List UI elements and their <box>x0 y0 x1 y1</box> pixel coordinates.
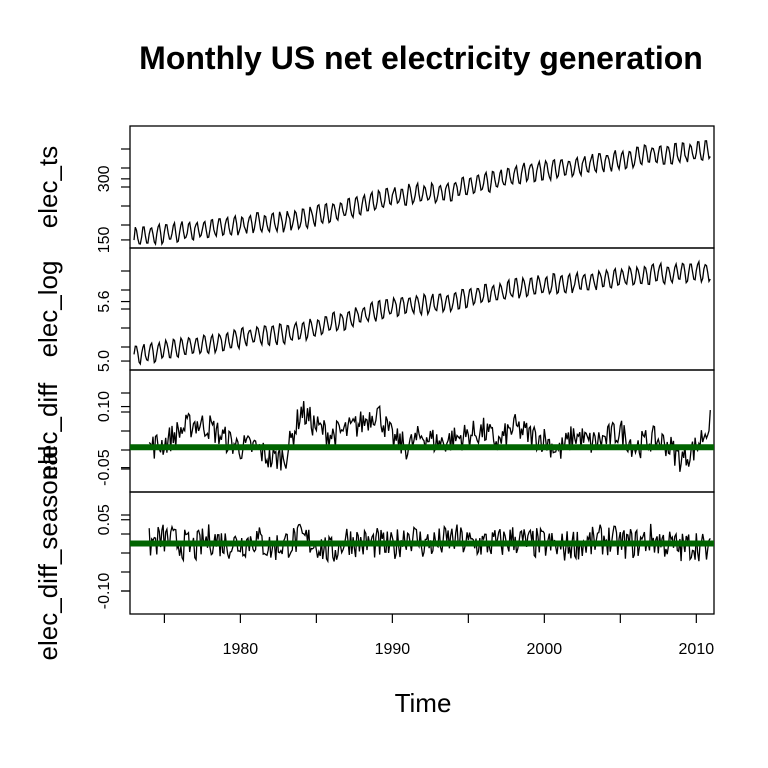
y-tick-label: 0.05 <box>96 504 113 535</box>
y-tick-label: 5.6 <box>96 290 113 312</box>
y-axis-label: elec_diff <box>33 382 63 479</box>
x-axis-label: Time <box>395 688 452 718</box>
panel-3: -0.05 0.10 elec_diff <box>33 369 715 493</box>
series-line <box>148 401 711 472</box>
panels: 150 300 elec_ts 5.0 5.6 elec_log -0.05 0.10 elec… <box>33 125 715 661</box>
x-tick-label: 2000 <box>527 641 563 658</box>
y-tick-label: 300 <box>96 165 113 192</box>
y-tick-label: 150 <box>96 226 113 253</box>
y-axis-label: elec_log <box>33 261 63 358</box>
series-line <box>133 259 711 366</box>
y-tick-label: -0.10 <box>96 573 113 610</box>
x-tick-label: 2010 <box>679 641 715 658</box>
y-axis-label: elec_ts <box>33 146 63 228</box>
panel-4: -0.10 0.05 elec_diff_seasonal <box>33 446 715 661</box>
y-axis-label: elec_diff_seasonal <box>33 446 63 661</box>
panel-1: 150 300 elec_ts <box>33 125 715 253</box>
y-tick-label: 0.10 <box>96 391 113 422</box>
x-tick-label: 1990 <box>375 641 411 658</box>
x-axis: 1980 1990 2000 2010 <box>163 614 715 658</box>
panel-2: 5.0 5.6 elec_log <box>33 247 715 372</box>
x-tick-label: 1980 <box>223 641 259 658</box>
y-tick-label: -0.05 <box>96 449 113 486</box>
y-tick-label: 5.0 <box>96 350 113 372</box>
series-line <box>133 140 711 247</box>
chart-title: Monthly US net electricity generation <box>139 40 703 76</box>
